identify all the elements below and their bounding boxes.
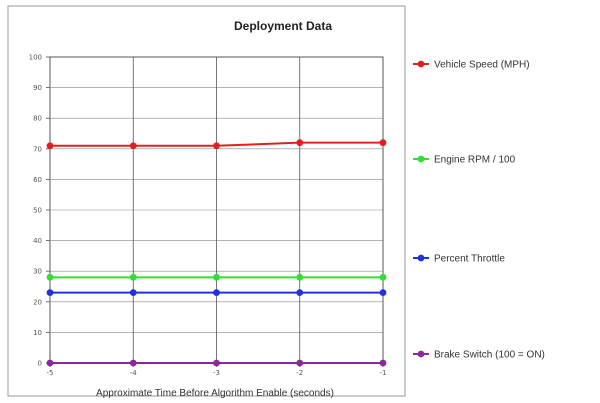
y-tick-label: 10: [33, 329, 42, 337]
x-tick-label: -2: [296, 369, 303, 377]
data-point: [296, 273, 304, 281]
legend-swatch-marker: [417, 254, 425, 262]
y-tick-label: 40: [33, 237, 42, 245]
y-tick-label: 50: [33, 207, 42, 215]
legend-label: Percent Throttle: [434, 254, 505, 265]
y-tick-label: 80: [33, 115, 42, 123]
y-tick-label: 100: [29, 54, 42, 62]
data-point: [129, 359, 137, 367]
x-tick-label: -3: [213, 369, 220, 377]
data-point: [213, 142, 220, 150]
data-point: [129, 142, 137, 150]
x-tick-label: -4: [130, 369, 138, 377]
legend-swatch-marker: [417, 155, 425, 163]
data-point: [213, 273, 220, 281]
y-tick-label: 0: [38, 360, 42, 368]
y-tick-label: 20: [33, 298, 42, 306]
y-tick-label: 60: [33, 176, 42, 184]
data-point: [379, 139, 387, 147]
legend-item: Percent Throttle: [413, 254, 505, 265]
y-tick-label: 90: [33, 84, 42, 92]
data-point: [46, 359, 54, 367]
x-tick-label: -5: [47, 369, 54, 377]
legend-item: Vehicle Speed (MPH): [413, 60, 530, 71]
legend-label: Brake Switch (100 = ON): [434, 350, 545, 361]
data-point: [296, 289, 304, 297]
data-point: [379, 359, 387, 367]
series-group: [46, 289, 387, 297]
series-group: [46, 273, 387, 281]
data-point: [213, 359, 220, 367]
series-group: [46, 139, 387, 150]
legend-swatch-marker: [417, 60, 425, 68]
data-point: [296, 359, 304, 367]
data-point: [213, 289, 220, 297]
legend-item: Engine RPM / 100: [413, 155, 516, 166]
series-group: [46, 359, 387, 367]
y-tick-label: 70: [33, 145, 42, 153]
y-axis-ticks: 0 10 20 30 40 50 60 70 80 90 100: [29, 54, 50, 368]
data-point: [379, 273, 387, 281]
x-axis-label: Approximate Time Before Algorithm Enable…: [96, 388, 334, 399]
legend-label: Vehicle Speed (MPH): [434, 60, 530, 71]
legend-item: Brake Switch (100 = ON): [413, 350, 545, 361]
legend: Vehicle Speed (MPH) Engine RPM / 100 Perce…: [413, 60, 545, 361]
data-point: [379, 289, 387, 297]
data-point: [46, 142, 54, 150]
chart-outer-border: [7, 5, 406, 397]
chart-title: Deployment Data: [234, 19, 332, 33]
y-tick-label: 30: [33, 268, 42, 276]
data-point: [129, 273, 137, 281]
x-tick-label: -1: [380, 369, 387, 377]
series-layer: [46, 139, 387, 367]
data-point: [46, 289, 54, 297]
legend-swatch-marker: [417, 350, 425, 358]
data-point: [129, 289, 137, 297]
data-point: [46, 273, 54, 281]
legend-label: Engine RPM / 100: [434, 155, 516, 166]
data-point: [296, 139, 304, 147]
